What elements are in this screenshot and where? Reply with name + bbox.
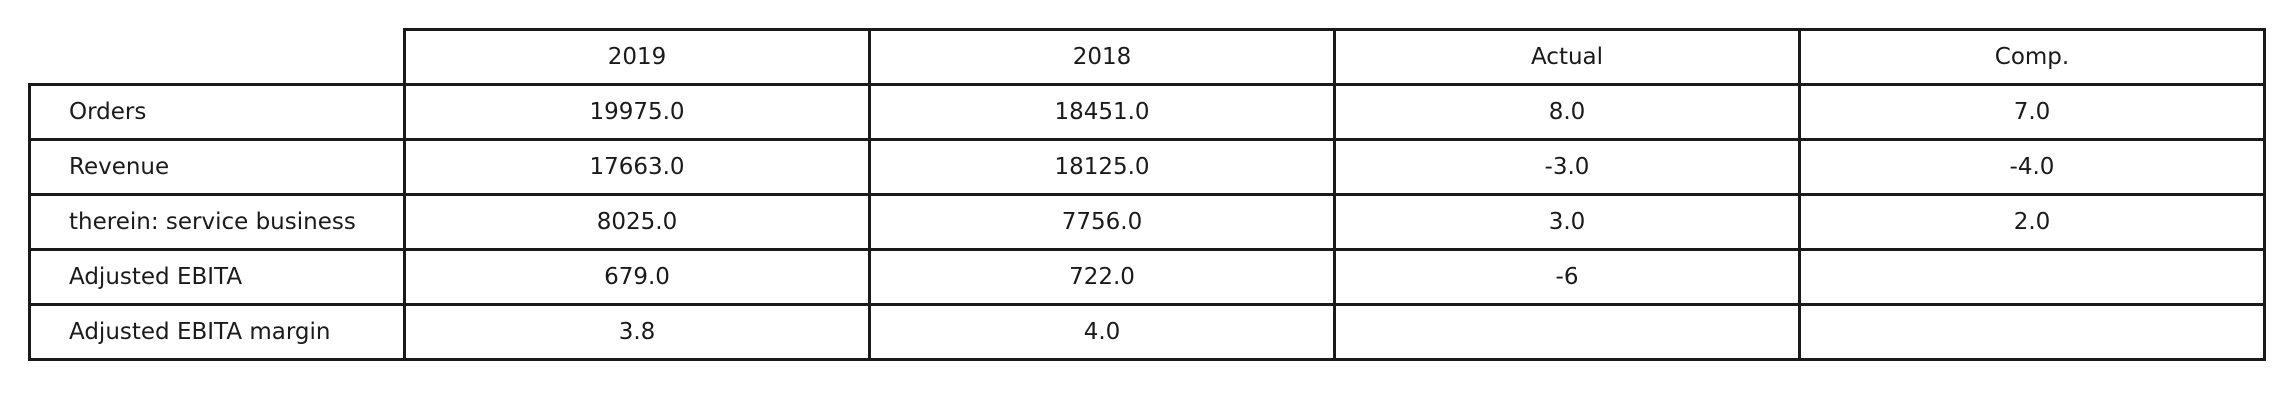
table-cell: 18451.0 [868, 83, 1336, 141]
table-cell: 4.0 [868, 303, 1336, 361]
table-cell: 8025.0 [403, 193, 871, 251]
header-row: 2019 2018 Actual Comp. [29, 28, 2266, 86]
table-cell: 3.8 [403, 303, 871, 361]
data-table: 2019 2018 Actual Comp. Orders 19975.0 18… [28, 28, 2266, 361]
table-cell: 7756.0 [868, 193, 1336, 251]
row-label: Adjusted EBITA [28, 248, 406, 306]
table-cell: 19975.0 [403, 83, 871, 141]
data-table-container: 2019 2018 Actual Comp. Orders 19975.0 18… [28, 28, 2266, 361]
row-label: Adjusted EBITA margin [28, 303, 406, 361]
table-row: Adjusted EBITA 679.0 722.0 -6 [28, 248, 2266, 306]
row-label: therein: service business [28, 193, 406, 251]
column-header: 2019 [403, 28, 871, 86]
table-row: Revenue 17663.0 18125.0 -3.0 -4.0 [28, 138, 2266, 196]
table-cell: -6 [1333, 248, 1801, 306]
column-header: Actual [1333, 28, 1801, 86]
table-cell: 679.0 [403, 248, 871, 306]
table-row: therein: service business 8025.0 7756.0 … [28, 193, 2266, 251]
table-cell [1333, 303, 1801, 361]
table-cell: 17663.0 [403, 138, 871, 196]
table-cell: -3.0 [1333, 138, 1801, 196]
table-cell: -4.0 [1798, 138, 2266, 196]
table-cell: 2.0 [1798, 193, 2266, 251]
table-cell: 722.0 [868, 248, 1336, 306]
table-cell: 7.0 [1798, 83, 2266, 141]
table-cell: 18125.0 [868, 138, 1336, 196]
row-label: Orders [28, 83, 406, 141]
table-row: Orders 19975.0 18451.0 8.0 7.0 [28, 83, 2266, 141]
column-header: Comp. [1798, 28, 2266, 86]
table-cell: 8.0 [1333, 83, 1801, 141]
column-header: 2018 [868, 28, 1336, 86]
table-cell: 3.0 [1333, 193, 1801, 251]
table-cell [1798, 248, 2266, 306]
corner-cell [29, 29, 406, 86]
table-row: Adjusted EBITA margin 3.8 4.0 [28, 303, 2266, 361]
row-label: Revenue [28, 138, 406, 196]
table-cell [1798, 303, 2266, 361]
